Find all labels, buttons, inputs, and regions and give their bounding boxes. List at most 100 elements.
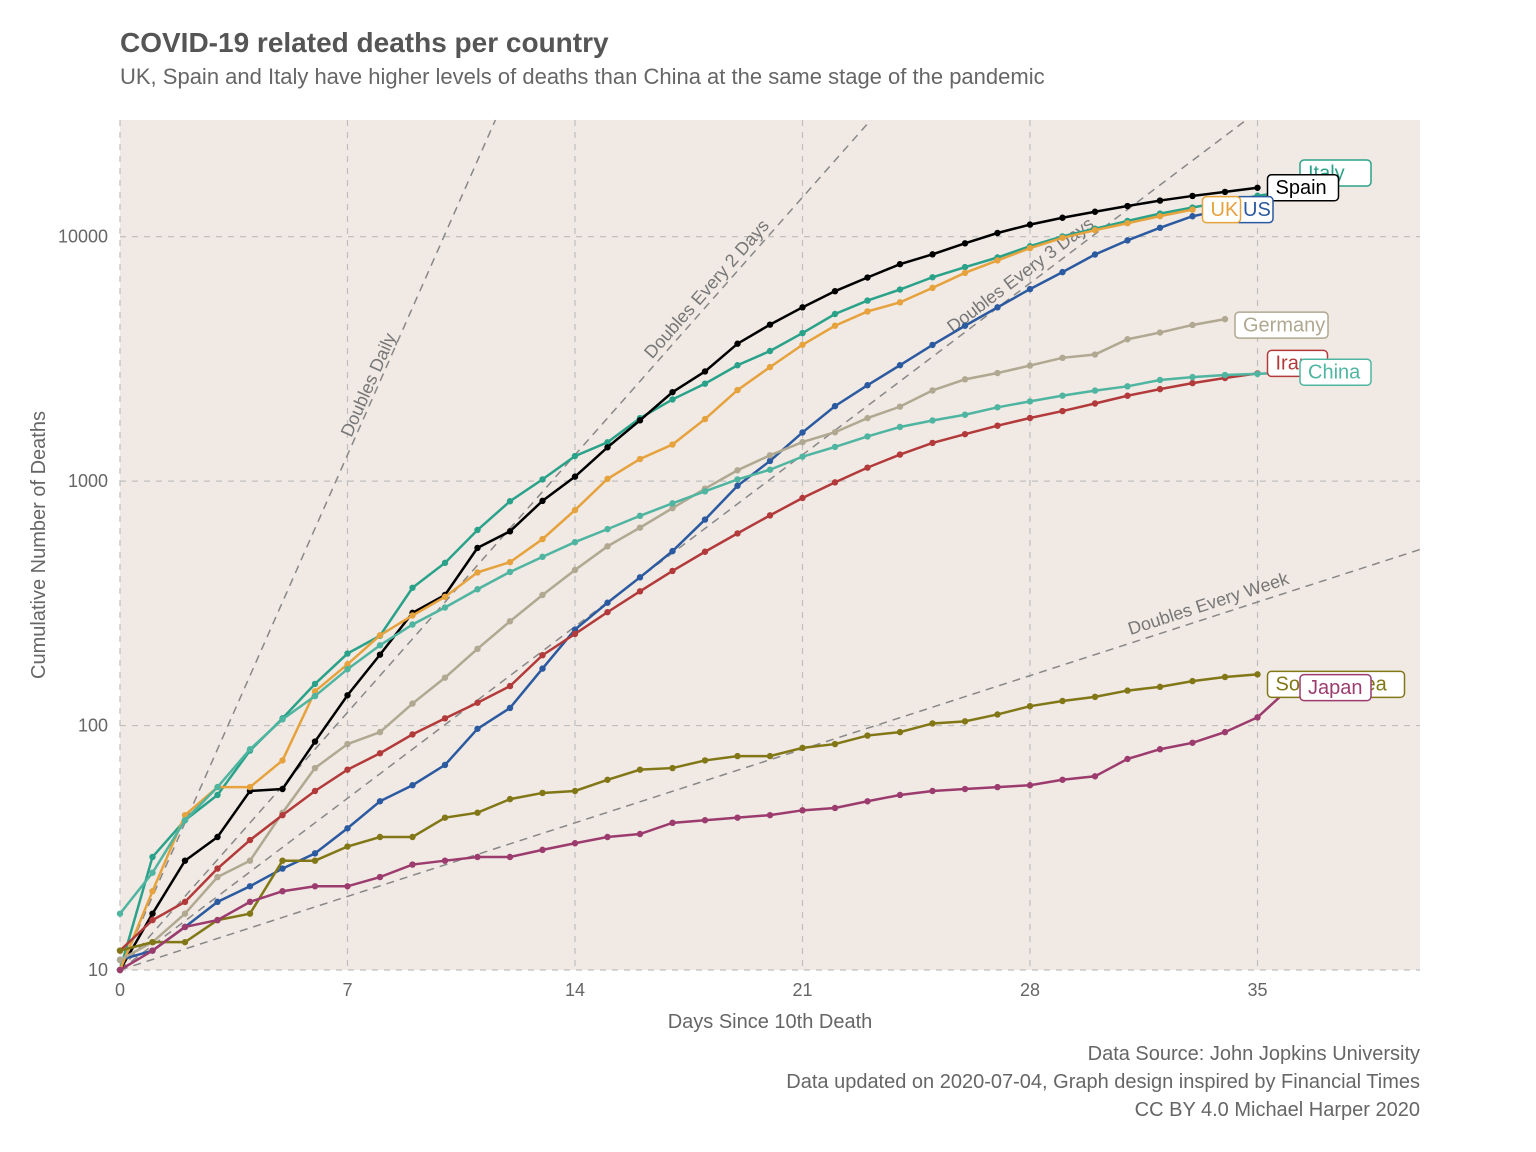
series-point xyxy=(182,817,188,823)
series-point xyxy=(799,304,805,310)
series-point xyxy=(799,429,805,435)
series-point xyxy=(734,530,740,536)
caption-line: Data Source: John Jopkins University xyxy=(1088,1043,1420,1065)
series-point xyxy=(539,665,545,671)
series-point xyxy=(962,718,968,724)
series-point xyxy=(1027,398,1033,404)
series-point xyxy=(897,451,903,457)
series-point xyxy=(832,805,838,811)
series-point xyxy=(344,650,350,656)
series-point xyxy=(1027,415,1033,421)
series-point xyxy=(572,567,578,573)
series-point xyxy=(1222,189,1228,195)
y-tick-label: 10000 xyxy=(58,227,108,247)
series-point xyxy=(637,417,643,423)
series-point xyxy=(507,796,513,802)
series-point xyxy=(344,883,350,889)
series-point xyxy=(409,621,415,627)
series-point xyxy=(994,404,1000,410)
series-point xyxy=(604,526,610,532)
series-point xyxy=(799,439,805,445)
series-point xyxy=(312,693,318,699)
series-point xyxy=(474,527,480,533)
series-point xyxy=(1092,773,1098,779)
series-point xyxy=(247,899,253,905)
series-point xyxy=(669,765,675,771)
series-point xyxy=(572,631,578,637)
series-point xyxy=(1254,671,1260,677)
series-point xyxy=(247,883,253,889)
series-point xyxy=(1092,694,1098,700)
series-point xyxy=(962,431,968,437)
chart-subtitle: UK, Spain and Italy have higher levels o… xyxy=(120,64,1045,89)
series-point xyxy=(474,586,480,592)
series-point xyxy=(442,604,448,610)
series-point xyxy=(474,700,480,706)
series-point xyxy=(117,947,123,953)
series-point xyxy=(832,323,838,329)
series-point xyxy=(962,412,968,418)
series-point xyxy=(279,786,285,792)
series-point xyxy=(442,857,448,863)
series-point xyxy=(1157,386,1163,392)
series-point xyxy=(767,812,773,818)
series-point xyxy=(832,311,838,317)
series-point xyxy=(442,594,448,600)
series-point xyxy=(1027,221,1033,227)
series-point xyxy=(929,387,935,393)
series-point xyxy=(832,288,838,294)
series-point xyxy=(1124,220,1130,226)
series-point xyxy=(1124,756,1130,762)
series-point xyxy=(1027,362,1033,368)
series-point xyxy=(637,766,643,772)
series-point xyxy=(702,757,708,763)
series-point xyxy=(1059,408,1065,414)
series-point xyxy=(279,757,285,763)
series-point xyxy=(1027,245,1033,251)
series-point xyxy=(962,240,968,246)
series-point xyxy=(474,646,480,652)
series-point xyxy=(539,476,545,482)
series-point xyxy=(572,507,578,513)
series-point xyxy=(539,652,545,658)
series-point xyxy=(669,820,675,826)
series-point xyxy=(442,674,448,680)
series-point xyxy=(539,790,545,796)
series-point xyxy=(1059,269,1065,275)
series-point xyxy=(344,825,350,831)
series-point xyxy=(669,548,675,554)
series-point xyxy=(1092,227,1098,233)
chart-title: COVID-19 related deaths per country xyxy=(120,27,609,58)
x-tick-label: 0 xyxy=(115,980,125,1000)
series-point xyxy=(1222,674,1228,680)
series-point xyxy=(247,784,253,790)
series-point xyxy=(1254,371,1260,377)
series-point xyxy=(767,348,773,354)
series-point xyxy=(507,854,513,860)
series-point xyxy=(929,788,935,794)
series-point xyxy=(344,766,350,772)
series-point xyxy=(409,834,415,840)
series-point xyxy=(377,729,383,735)
series-point xyxy=(214,865,220,871)
plot-background xyxy=(120,120,1420,970)
series-point xyxy=(279,716,285,722)
series-point xyxy=(539,592,545,598)
series-point xyxy=(1254,714,1260,720)
y-tick-label: 100 xyxy=(78,716,108,736)
series-point xyxy=(182,857,188,863)
series-point xyxy=(767,753,773,759)
series-point xyxy=(767,467,773,473)
series-point xyxy=(474,545,480,551)
series-point xyxy=(507,498,513,504)
series-point xyxy=(604,444,610,450)
series-point xyxy=(1059,777,1065,783)
series-point xyxy=(1092,351,1098,357)
series-point xyxy=(864,464,870,470)
series-point xyxy=(1222,729,1228,735)
series-point xyxy=(734,341,740,347)
series-point xyxy=(149,910,155,916)
series-point xyxy=(702,817,708,823)
chart-svg: Doubles DailyDoubles Every 2 DaysDoubles… xyxy=(0,0,1536,1152)
y-tick-label: 1000 xyxy=(68,471,108,491)
